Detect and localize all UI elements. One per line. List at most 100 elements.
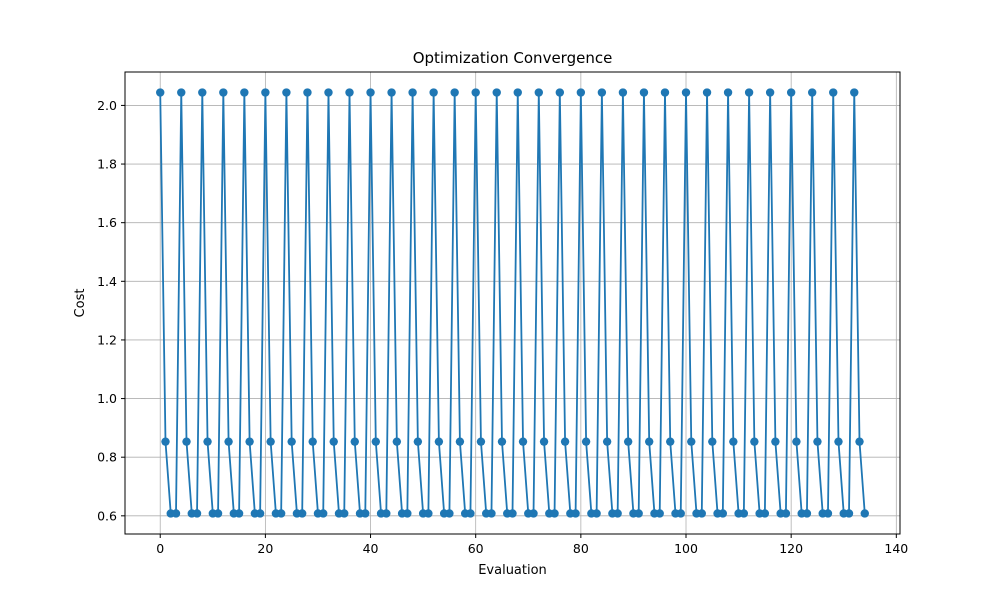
- data-point: [518, 437, 528, 446]
- data-point: [771, 437, 780, 446]
- x-axis-label: Evaluation: [478, 563, 547, 578]
- data-point: [308, 437, 317, 446]
- data-point: [366, 88, 375, 97]
- data-point: [781, 509, 791, 518]
- data-point: [676, 509, 685, 518]
- y-tick-label: 2.0: [97, 98, 117, 113]
- data-point: [687, 437, 696, 446]
- data-point: [445, 509, 454, 518]
- data-point: [850, 88, 859, 97]
- data-point: [539, 437, 549, 446]
- x-tick-label: 60: [468, 541, 484, 556]
- data-point: [466, 509, 475, 518]
- y-tick-label: 1.2: [97, 332, 117, 347]
- data-point: [371, 437, 380, 446]
- data-point: [529, 509, 538, 518]
- data-point: [844, 509, 854, 518]
- data-point: [340, 509, 349, 518]
- y-tick-label: 1.4: [97, 274, 117, 289]
- data-point: [581, 437, 591, 446]
- data-point: [455, 437, 465, 446]
- data-point: [765, 88, 775, 97]
- data-point: [382, 509, 391, 518]
- data-point: [387, 88, 396, 97]
- data-point: [645, 437, 654, 446]
- data-point: [655, 509, 664, 518]
- data-point: [261, 88, 270, 97]
- data-point: [623, 437, 633, 446]
- data-point: [319, 509, 328, 518]
- data-point: [266, 437, 275, 446]
- data-point: [639, 88, 649, 97]
- data-point: [739, 509, 749, 518]
- data-point: [350, 437, 359, 446]
- data-point: [708, 437, 717, 446]
- data-point: [287, 437, 296, 446]
- data-point: [219, 88, 228, 97]
- data-point: [513, 88, 522, 97]
- y-tick-label: 0.8: [97, 450, 117, 465]
- y-tick-label: 1.6: [97, 215, 117, 230]
- data-point: [681, 88, 691, 97]
- data-point: [729, 437, 738, 446]
- data-point: [403, 509, 412, 518]
- chart-title: Optimization Convergence: [413, 49, 613, 67]
- y-axis-label: Cost: [73, 289, 88, 318]
- data-point: [303, 88, 312, 97]
- data-point: [744, 88, 754, 97]
- x-tick-label: 100: [674, 541, 698, 556]
- data-point: [792, 437, 801, 446]
- data-point: [450, 88, 459, 97]
- data-point: [550, 509, 559, 518]
- data-point: [282, 88, 291, 97]
- data-point: [618, 88, 628, 97]
- data-point: [860, 509, 869, 518]
- data-point: [161, 437, 170, 446]
- x-tick-label: 20: [257, 541, 273, 556]
- data-point: [834, 437, 843, 446]
- data-point: [345, 88, 354, 97]
- data-point: [240, 88, 249, 97]
- data-point: [760, 509, 770, 518]
- data-point: [634, 509, 643, 518]
- series-cost: [156, 88, 869, 518]
- data-point: [192, 509, 202, 518]
- data-point: [171, 509, 181, 518]
- data-point: [660, 88, 670, 97]
- data-point: [855, 437, 864, 446]
- data-point: [555, 88, 565, 97]
- data-point: [245, 437, 254, 446]
- data-point: [613, 509, 622, 518]
- x-tick-label: 0: [156, 541, 164, 556]
- data-point: [723, 88, 733, 97]
- y-tick-label: 1.0: [97, 391, 117, 406]
- data-point: [361, 509, 370, 518]
- data-point: [813, 437, 822, 446]
- data-point: [434, 437, 444, 446]
- data-point: [786, 88, 796, 97]
- data-point: [508, 509, 517, 518]
- data-point: [497, 437, 507, 446]
- data-point: [592, 509, 601, 518]
- plot-frame: [124, 71, 901, 535]
- data-point: [602, 437, 612, 446]
- data-point: [324, 88, 333, 97]
- data-point: [492, 88, 501, 97]
- data-point: [234, 509, 244, 518]
- data-point: [534, 88, 543, 97]
- data-point: [329, 437, 338, 446]
- data-point: [571, 509, 580, 518]
- data-point: [718, 509, 728, 518]
- data-point: [807, 88, 817, 97]
- data-point: [408, 88, 417, 97]
- data-point: [576, 88, 586, 97]
- x-tick-label: 120: [779, 541, 803, 556]
- data-point: [697, 509, 706, 518]
- data-point: [823, 509, 833, 518]
- data-point: [471, 88, 480, 97]
- data-point: [802, 509, 812, 518]
- data-point: [276, 509, 286, 518]
- data-point: [255, 509, 265, 518]
- data-point: [198, 88, 207, 97]
